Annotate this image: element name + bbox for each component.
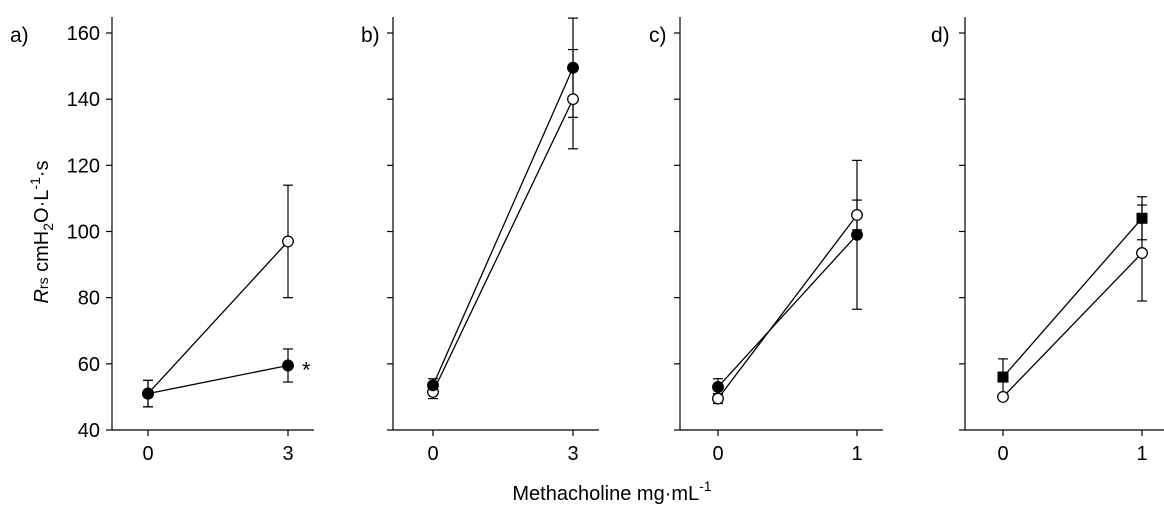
y-tick-label: 60 [78,354,100,376]
panel-label: a) [10,24,29,47]
data-point-open [712,392,724,405]
panel-label: c) [649,24,667,47]
panel-c: c) 0 1 [649,17,883,465]
panel-label: d) [931,24,950,47]
data-point-open [997,390,1009,403]
x-tick-label: 1 [851,443,862,465]
series-line [717,234,858,388]
series-line [1002,252,1143,398]
y-tick-label: 100 [67,222,100,244]
series-filled-circle [143,348,293,408]
panel-b: b) 0 3 [361,17,599,465]
data-point-open [1136,247,1148,259]
series-line [432,67,574,386]
x-tick-label: 3 [567,443,578,465]
data-point-square [1136,212,1148,224]
x-tick-label: 0 [997,443,1008,465]
data-point-filled [851,228,863,241]
data-point-filled [567,61,579,74]
y-axis-label: Rrs cmH2O·L-1·s [27,160,56,303]
data-point-filled [712,381,724,393]
series-line [432,98,574,393]
series-open-circle [1002,204,1147,398]
data-point-open [282,235,294,248]
series-filled-circle [428,17,578,393]
x-tick-label: 0 [712,443,723,465]
y-tick-label: 140 [67,89,100,111]
y-tick-label: 160 [67,23,100,45]
x-tick-label: 1 [1136,443,1147,465]
y-tick-label: 40 [78,420,100,442]
series-line [147,364,289,395]
data-point-filled [282,359,294,372]
y-tick-label: 80 [78,288,100,310]
significance-marker: * [302,357,311,382]
data-point-filled [142,387,154,400]
data-point-square [997,371,1009,383]
x-tick-label: 0 [427,443,438,465]
series-line [1002,217,1143,378]
panel-d: d) 0 1 [931,17,1164,465]
x-axis-label: Methacholine mg·mL-1 [512,478,711,505]
y-tick-label: 120 [67,155,100,177]
data-point-filled [427,379,439,392]
x-tick-label: 0 [142,443,153,465]
panel-label: b) [361,24,380,47]
data-point-open [851,209,863,221]
series-filled-circle [713,159,862,396]
data-point-open [567,93,579,106]
series-open-circle [143,184,293,408]
series-line [147,240,289,395]
series-filled-square [998,196,1147,396]
series-open-circle [713,199,862,405]
x-tick-label: 3 [282,443,293,465]
panel-a: a) 40 60 80 100 120 140 160 0 3 * [10,17,314,465]
series-line [717,214,858,399]
